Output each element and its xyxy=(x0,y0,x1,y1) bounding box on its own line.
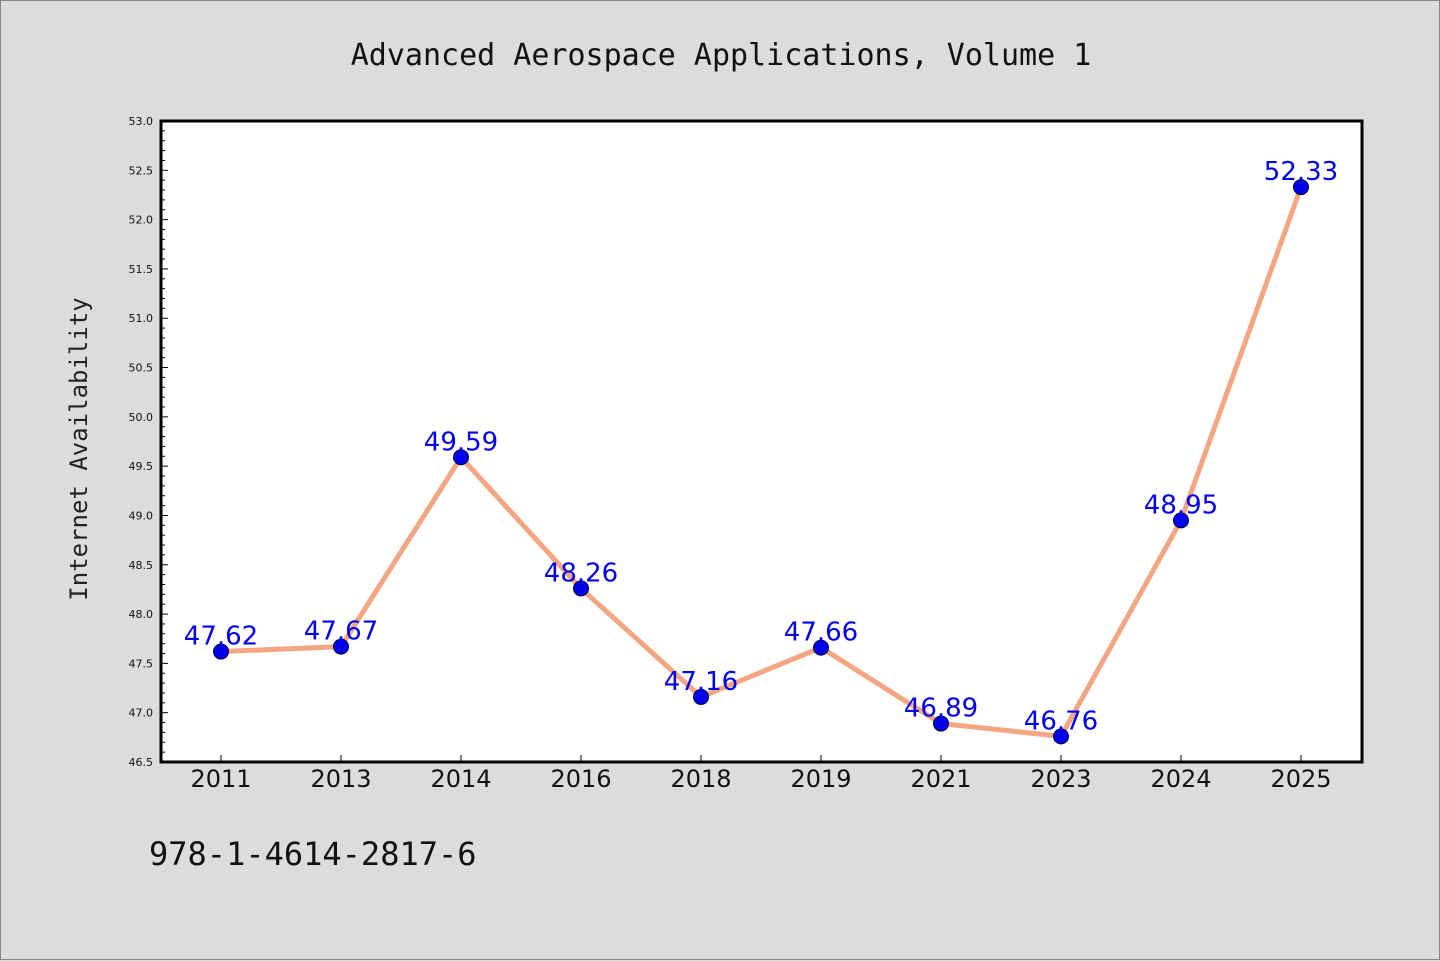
y-tick-label: 51.5 xyxy=(129,263,154,276)
plot-area xyxy=(159,119,1364,764)
y-tick-label: 52.5 xyxy=(129,164,154,177)
x-tick-label: 2025 xyxy=(1270,765,1331,793)
y-tick-label: 50.0 xyxy=(129,411,154,424)
data-label: 49.59 xyxy=(424,427,498,457)
x-tick-label: 2024 xyxy=(1150,765,1211,793)
data-point xyxy=(693,688,709,705)
data-point xyxy=(1173,512,1189,529)
x-tick-label: 2019 xyxy=(790,765,851,793)
data-label: 52.33 xyxy=(1264,157,1338,187)
x-tick-label: 2013 xyxy=(310,765,371,793)
data-point xyxy=(213,643,229,660)
y-tick-label: 52.0 xyxy=(129,214,154,227)
y-tick-label: 51.0 xyxy=(129,312,154,325)
y-tick-label: 49.5 xyxy=(129,460,154,473)
y-tick-label: 48.0 xyxy=(129,608,154,621)
x-tick-label: 2014 xyxy=(430,765,491,793)
y-tick-label: 49.0 xyxy=(129,509,154,522)
y-tick-label: 47.0 xyxy=(129,707,154,720)
chart-title: Advanced Aerospace Applications, Volume … xyxy=(351,38,1092,73)
y-tick-label: 47.5 xyxy=(129,657,154,670)
data-point xyxy=(1293,179,1309,196)
isbn-footer: 978-1-4614-2817-6 xyxy=(149,835,477,873)
data-label: 46.89 xyxy=(904,694,978,724)
y-tick-label: 48.5 xyxy=(129,559,154,572)
x-tick-label: 2018 xyxy=(670,765,731,793)
data-label: 48.95 xyxy=(1144,490,1218,520)
series-line xyxy=(218,184,1304,739)
x-tick-label: 2016 xyxy=(550,765,611,793)
x-tick-label: 2021 xyxy=(910,765,971,793)
x-tick-label: 2011 xyxy=(190,765,251,793)
data-label: 46.76 xyxy=(1024,706,1098,736)
data-point xyxy=(333,638,349,655)
data-point xyxy=(453,449,469,466)
markers-group xyxy=(213,179,1309,745)
data-label: 47.62 xyxy=(184,622,258,652)
y-tick-label: 50.5 xyxy=(129,362,154,375)
series-line-group xyxy=(218,184,1304,739)
data-point xyxy=(813,639,829,656)
y-tick-label: 46.5 xyxy=(129,756,154,769)
data-label: 47.67 xyxy=(304,617,378,647)
data-label: 47.16 xyxy=(664,667,738,697)
x-tick-label: 2023 xyxy=(1030,765,1091,793)
data-point xyxy=(1053,728,1069,745)
data-labels-group: 47.62 47.67 49.59 48.26 47.16 47.66 46.89 46.76… xyxy=(184,157,1338,736)
data-label: 48.26 xyxy=(544,558,618,588)
y-axis-ticks: 46.5 47.0 47.5 48.0 48.5 49.0 49.5 50.0 50.5 51.0… xyxy=(129,115,168,769)
y-axis-label: Internet Availability xyxy=(65,297,93,600)
data-point xyxy=(573,580,589,597)
y-tick-label: 53.0 xyxy=(129,115,154,128)
data-label: 47.66 xyxy=(784,618,858,648)
x-axis-ticks: 2011 2013 2014 2016 2018 2019 2021 2023 2024 2025 xyxy=(190,755,1332,793)
data-point xyxy=(933,715,949,732)
